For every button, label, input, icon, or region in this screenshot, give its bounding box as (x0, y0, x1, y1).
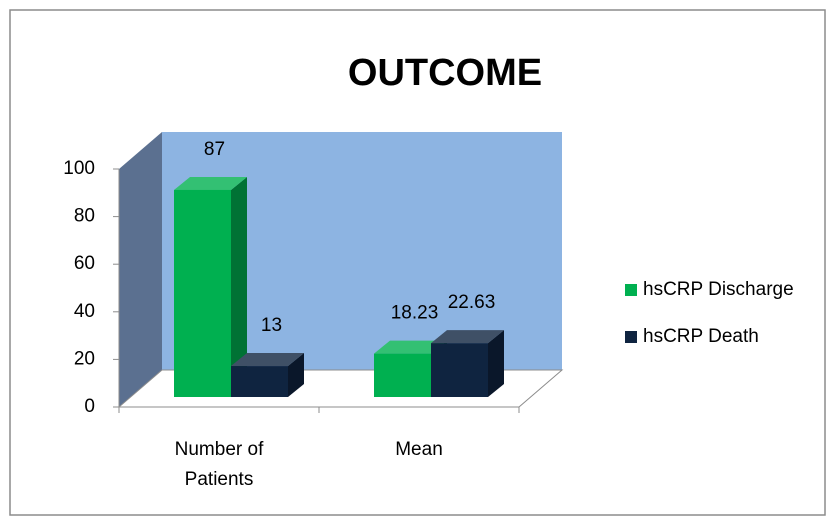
y-tick-label: 0 (84, 396, 95, 417)
data-label: 13 (261, 315, 282, 336)
bar (174, 189, 231, 397)
side-wall (119, 132, 162, 407)
legend-label: hsCRP Death (643, 326, 759, 347)
bar (431, 343, 488, 397)
chart-title: OUTCOME (348, 52, 542, 94)
y-tick-label: 40 (74, 301, 95, 322)
legend-swatch (625, 331, 637, 343)
legend-swatch (625, 284, 637, 296)
data-label: 18.23 (391, 303, 439, 324)
y-tick-label: 20 (74, 348, 95, 369)
bar-top (174, 176, 247, 190)
bar-side (488, 330, 504, 397)
bar-side (231, 176, 247, 397)
y-tick-label: 80 (74, 206, 95, 227)
y-tick-label: 60 (74, 253, 95, 274)
legend-label: hsCRP Discharge (643, 279, 794, 300)
x-tick-label: Mean (395, 439, 443, 460)
data-label: 87 (204, 139, 225, 160)
data-label: 22.63 (448, 292, 496, 313)
bar-top (374, 340, 447, 354)
bar-side (288, 353, 304, 397)
x-tick-label: Number of Patients (175, 439, 264, 490)
bar-top (231, 353, 304, 367)
bar-top (431, 330, 504, 344)
y-tick-label: 100 (63, 158, 95, 179)
bar (231, 366, 288, 397)
bar (374, 353, 431, 397)
